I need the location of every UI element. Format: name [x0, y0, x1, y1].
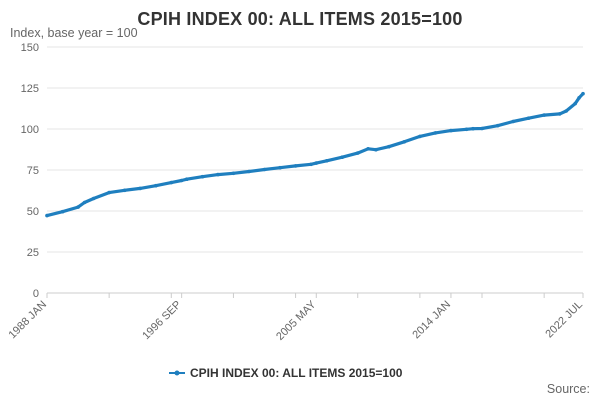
data-point: [564, 109, 568, 113]
data-point: [278, 165, 282, 170]
data-point: [60, 209, 65, 214]
legend-swatch-marker: [174, 370, 180, 376]
data-point: [581, 91, 585, 96]
data-point: [495, 123, 500, 128]
data-point: [471, 126, 475, 131]
data-point: [387, 144, 391, 149]
gridlines: [47, 46, 583, 253]
data-point: [91, 196, 96, 201]
data-point: [82, 200, 87, 205]
data-point: [355, 151, 360, 155]
data-point: [185, 177, 189, 181]
chart-subtitle: Index, base year = 100: [10, 26, 138, 40]
data-point: [542, 113, 546, 117]
data-point: [464, 127, 469, 132]
chart-title: CPIH INDEX 00: ALL ITEMS 2015=100: [137, 9, 462, 29]
data-point: [526, 116, 531, 120]
x-tick-label: 2005 MAY: [274, 298, 319, 343]
x-tick-label: 2022 JUL: [543, 299, 585, 341]
x-tick-label: 2014 JAN: [410, 299, 453, 342]
data-point: [366, 147, 370, 151]
y-tick-label: 75: [27, 165, 39, 177]
data-point: [449, 128, 453, 133]
data-point: [154, 183, 158, 188]
x-tick-label: 1996 SEP: [140, 299, 184, 343]
legend-item-label: CPIH INDEX 00: ALL ITEMS 2015=100: [190, 366, 403, 380]
x-tick-label: 1988 JAN: [6, 299, 49, 342]
data-point: [138, 186, 142, 191]
data-point: [577, 96, 581, 100]
data-point: [200, 174, 205, 179]
data-point: [169, 180, 174, 185]
data-point: [293, 164, 298, 168]
plot-area: [45, 91, 585, 218]
data-point: [324, 159, 329, 163]
data-point: [309, 162, 313, 167]
y-tick-label: 100: [21, 124, 39, 136]
data-point: [511, 119, 515, 124]
data-point: [340, 155, 345, 159]
data-point: [231, 171, 236, 176]
y-tick-label: 0: [33, 288, 39, 300]
data-point: [314, 161, 319, 165]
data-point: [76, 205, 80, 209]
x-axis: 1988 JAN 1996 SEP 2005 MAY 2014 JAN 2022 JUL: [6, 292, 585, 343]
data-point: [480, 126, 484, 131]
data-point: [374, 147, 378, 152]
data-point: [122, 188, 127, 193]
legend[interactable]: CPIH INDEX 00: ALL ITEMS 2015=100: [169, 366, 403, 380]
data-point: [216, 172, 220, 177]
data-point: [573, 101, 577, 106]
y-tick-label: 125: [21, 83, 39, 95]
source-label[interactable]: Source:: [547, 382, 590, 396]
y-tick-label: 150: [21, 42, 39, 54]
y-tick-label: 50: [27, 206, 39, 218]
data-point: [179, 178, 184, 183]
data-point: [262, 167, 267, 172]
data-point: [402, 140, 407, 144]
data-point: [557, 112, 562, 116]
data-point: [418, 134, 422, 139]
data-point: [247, 169, 251, 174]
series-line: [45, 92, 585, 218]
data-point: [45, 213, 49, 218]
y-axis: 0 25 50 75 100 125 150: [21, 42, 39, 300]
data-point: [107, 190, 111, 195]
y-tick-label: 25: [27, 247, 39, 259]
data-point: [433, 131, 438, 135]
